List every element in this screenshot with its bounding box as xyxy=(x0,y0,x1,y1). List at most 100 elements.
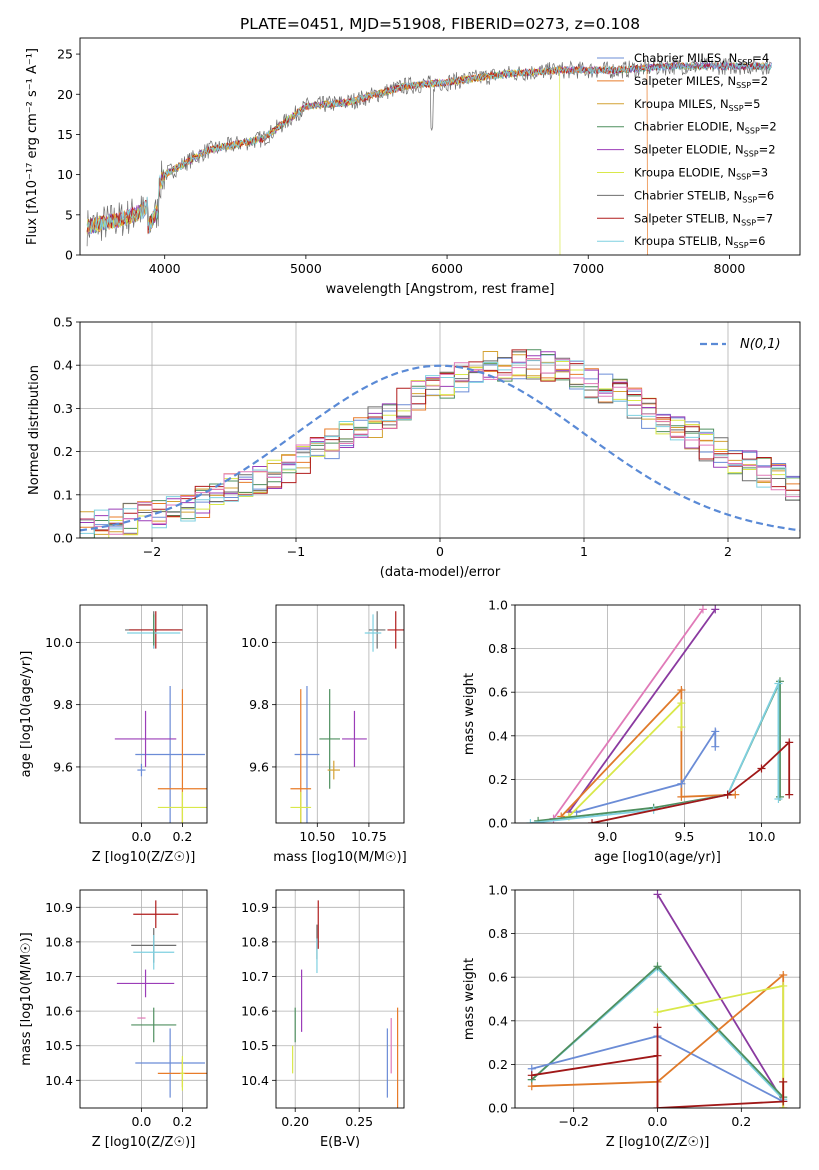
weight-marker xyxy=(698,605,707,614)
y-tick-label: 10.7 xyxy=(45,969,73,984)
weight-marker xyxy=(711,742,720,751)
errorbar-point-7 xyxy=(364,614,382,652)
x-axis-label: wavelength [Angstrom, rest frame] xyxy=(326,282,555,297)
legend-text: =5 xyxy=(744,97,761,111)
y-tick-label: 0.6 xyxy=(488,685,508,700)
axes-frame xyxy=(275,604,405,824)
errorbar-point-4 xyxy=(180,1056,185,1091)
legend-text: Kroupa MILES, N xyxy=(634,97,729,111)
y-tick-label: 10.0 xyxy=(241,635,269,650)
y-tick-label: 10.4 xyxy=(45,1073,73,1088)
y-tick-label: 0.1 xyxy=(53,487,73,502)
x-tick-label: 10.0 xyxy=(748,829,776,844)
legend-label-7: Salpeter STELIB, NSSP=7 xyxy=(634,211,773,227)
y-tick-label: 1.0 xyxy=(488,598,508,613)
y-tick-label: 5 xyxy=(65,207,73,222)
panel-ebv_mass: 0.20 0.25 10.4 10.5 10.6 10.7 10.8 10.9 E(B-V) xyxy=(241,889,405,1150)
weight-line-0 xyxy=(656,893,784,1102)
errorbar-point-1 xyxy=(157,689,207,823)
axes-frame xyxy=(79,889,208,1109)
x-tick-label: 0.20 xyxy=(281,1114,309,1129)
x-tick-label: 0.2 xyxy=(172,1114,192,1129)
panel-age_massweight: 9.0 9.5 10.0 0.0 0.2 0.4 0.6 0.8 1.0 age [log10(a… xyxy=(462,598,801,865)
y-tick-label: 0.4 xyxy=(488,1013,508,1028)
plot-area xyxy=(116,900,207,1098)
y-tick-label: 10.0 xyxy=(45,635,73,650)
weight-marker xyxy=(653,1008,662,1017)
errorbar-point-4 xyxy=(319,689,340,789)
weight-marker xyxy=(775,792,784,801)
panel-mass_age: 10.50 10.75 9.6 9.8 10.0 mass [log10(M/M☉)] xyxy=(241,604,407,865)
weight-marker xyxy=(653,962,662,971)
y-tick-label: 0.2 xyxy=(488,772,508,787)
plot-area xyxy=(292,900,399,1108)
plot-area xyxy=(527,890,788,1108)
legend-label-2: Kroupa MILES, NSSP=5 xyxy=(634,97,760,113)
weight-marker xyxy=(677,699,686,708)
y-tick-label: 15 xyxy=(57,127,73,142)
weight-marker xyxy=(677,779,686,788)
weight-line-6 xyxy=(530,683,780,823)
legend-label-4: Salpeter ELODIE, NSSP=2 xyxy=(634,143,776,159)
legend-label-1: Salpeter MILES, NSSP=2 xyxy=(634,74,768,90)
y-tick-label: 0.2 xyxy=(53,444,73,459)
x-tick-label: 6000 xyxy=(431,261,463,276)
y-tick-label: 10.5 xyxy=(45,1038,73,1053)
y-tick-label: 0.0 xyxy=(53,531,73,546)
x-tick-label: −1 xyxy=(287,544,305,559)
y-tick-label: 10.7 xyxy=(241,969,269,984)
y-tick-label: 9.8 xyxy=(53,697,73,712)
x-tick-label: 7000 xyxy=(572,261,604,276)
y-tick-label: 9.6 xyxy=(249,759,269,774)
weight-marker xyxy=(527,1071,536,1080)
legend-subscript: SSP xyxy=(742,195,757,204)
y-tick-label: 10.4 xyxy=(241,1073,269,1088)
weight-marker xyxy=(779,971,788,980)
weight-line-0 xyxy=(552,608,704,820)
weight-marker xyxy=(779,1077,788,1086)
y-tick-label: 0.4 xyxy=(488,728,508,743)
errorbar-point-6 xyxy=(133,900,179,929)
legend-subscript: SSP xyxy=(741,218,756,227)
y-tick-label: 0.6 xyxy=(488,970,508,985)
spectrum-line-0 xyxy=(86,56,772,247)
histogram-5 xyxy=(80,360,800,538)
x-tick-label: 1 xyxy=(580,544,588,559)
weight-marker xyxy=(588,819,597,823)
x-tick-label: −2 xyxy=(143,544,161,559)
axes-frame xyxy=(79,604,208,824)
x-tick-label: 0.0 xyxy=(132,1114,152,1129)
errorbar-point-3 xyxy=(157,791,207,823)
x-axis-label: age [log10(age/yr)] xyxy=(594,850,721,865)
weight-marker xyxy=(653,890,662,899)
y-tick-label: 0.3 xyxy=(53,401,73,416)
spectrum-line-8 xyxy=(86,61,772,234)
x-tick-label: 0.0 xyxy=(648,1114,668,1129)
x-tick-label: 0.2 xyxy=(172,829,192,844)
legend-subscript: SSP xyxy=(729,104,744,113)
panel-z_mass: 0.0 0.2 10.4 10.5 10.6 10.7 10.8 10.9 Z [log10(Z… xyxy=(19,889,208,1150)
y-tick-label: 0.5 xyxy=(53,315,73,330)
x-axis-label: (data-model)/error xyxy=(380,565,501,580)
plot-area xyxy=(526,605,794,823)
y-tick-label: 10.8 xyxy=(241,934,269,949)
errorbar-point-3 xyxy=(116,969,175,998)
normal-curve xyxy=(80,364,800,532)
weight-marker xyxy=(723,790,732,799)
x-tick-label: 9.0 xyxy=(597,829,617,844)
spectrum-line-5 xyxy=(86,65,561,255)
panel-z_age: 0.0 0.2 9.6 9.8 10.0 Z [log10(Z/Z☉)] age [log1… xyxy=(19,604,208,865)
x-tick-label: 10.75 xyxy=(351,829,387,844)
legend-text: =3 xyxy=(751,166,768,180)
legend-text: Chabrier ELODIE, N xyxy=(634,120,745,134)
weight-marker xyxy=(711,727,720,736)
errorbar-point-7 xyxy=(133,934,175,970)
weight-marker xyxy=(779,1097,788,1106)
weight-marker xyxy=(774,679,783,688)
x-axis-label: Z [log10(Z/Z☉)] xyxy=(92,1135,196,1150)
panels-group: 4000 5000 6000 7000 80000510152025wavelength… xyxy=(19,37,801,1150)
weight-marker xyxy=(731,790,740,799)
weight-marker xyxy=(534,816,543,823)
